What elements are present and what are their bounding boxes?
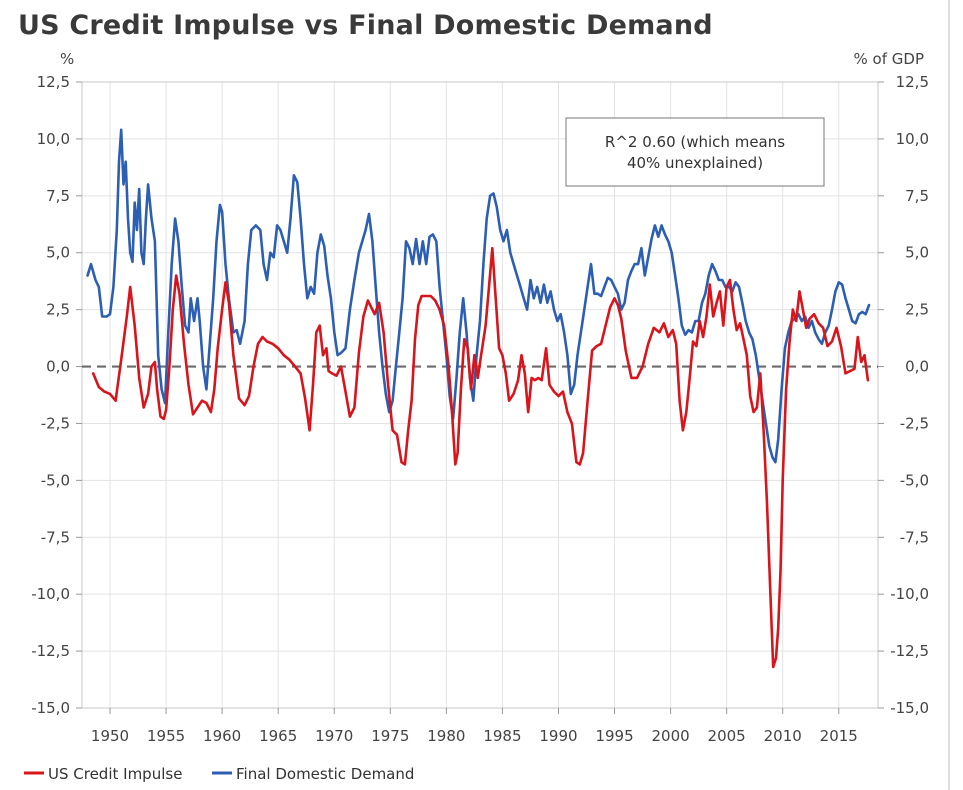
- left-tick-label: -15,0: [31, 699, 70, 717]
- x-tick-label: 1975: [371, 727, 409, 745]
- right-axis-unit-label: % of GDP: [854, 50, 924, 68]
- right-tick-label: -7,5: [900, 528, 929, 546]
- left-tick-label: 7,5: [46, 187, 70, 205]
- x-tick-label: 1985: [483, 727, 521, 745]
- x-tick-label: 1955: [147, 727, 185, 745]
- annotation-line-1: R^2 0.60 (which means: [605, 133, 785, 151]
- left-axis-unit-label: %: [60, 50, 74, 68]
- right-tick-label: -15,0: [890, 699, 929, 717]
- x-tick-label: 2000: [651, 727, 689, 745]
- right-tick-label: 12,5: [896, 73, 929, 91]
- left-tick-label: -12,5: [31, 642, 70, 660]
- series-line-credit-impulse: [91, 246, 870, 669]
- x-tick-label: 2005: [708, 727, 746, 745]
- annotation-frame: [565, 117, 825, 187]
- x-tick-label: 1980: [427, 727, 465, 745]
- left-tick-label: 12,5: [37, 73, 70, 91]
- series-group: [86, 128, 871, 669]
- x-tick-label: 1995: [595, 727, 633, 745]
- left-tick-label: -10,0: [31, 585, 70, 603]
- annotation-line-2: 40% unexplained): [627, 154, 763, 172]
- chart-title: US Credit Impulse vs Final Domestic Dema…: [18, 10, 713, 41]
- x-tick-label: 1950: [91, 727, 129, 745]
- right-tick-label: 5,0: [905, 244, 929, 262]
- right-tick-label: 0,0: [905, 358, 929, 376]
- right-tick-label: -12,5: [890, 642, 929, 660]
- left-tick-label: 0,0: [46, 358, 70, 376]
- left-tick-label: 2,5: [46, 301, 70, 319]
- plot-area-frame: [81, 81, 879, 709]
- right-tick-label: -10,0: [890, 585, 929, 603]
- series-line-final-domestic-demand: [86, 128, 871, 464]
- right-tick-label: -5,0: [900, 471, 929, 489]
- x-tick-label: 1970: [315, 727, 353, 745]
- legend-label-credit-impulse: US Credit Impulse: [48, 765, 182, 783]
- legend: US Credit Impulse Final Domestic Demand: [24, 765, 414, 783]
- left-tick-label: 5,0: [46, 244, 70, 262]
- x-tick-label: 1960: [203, 727, 241, 745]
- left-tick-label: -2,5: [41, 414, 70, 432]
- x-axis: 1950 1955 1960 1965 1970 1975 1980 1985 1990 1995…: [91, 708, 858, 745]
- right-tick-label: 7,5: [905, 187, 929, 205]
- right-axis: 12,5 10,0 7,5 5,0 2,5 0,0 -2,5 -5,0 -7,5 -10,0 -12…: [878, 73, 929, 717]
- x-tick-label: 2010: [764, 727, 802, 745]
- left-tick-label: 10,0: [37, 130, 70, 148]
- left-tick-label: -7,5: [41, 528, 70, 546]
- annotation-box: R^2 0.60 (which means 40% unexplained): [565, 117, 825, 187]
- x-tick-label: 1990: [539, 727, 577, 745]
- left-axis: 12,5 10,0 7,5 5,0 2,5 0,0 -2,5 -5,0 -7,5 -10,0 -12…: [31, 73, 82, 717]
- x-tick-label: 2015: [820, 727, 858, 745]
- x-tick-label: 1965: [259, 727, 297, 745]
- grid: [82, 81, 878, 709]
- left-tick-label: -5,0: [41, 471, 70, 489]
- right-tick-label: 2,5: [905, 301, 929, 319]
- right-tick-label: -2,5: [900, 414, 929, 432]
- right-tick-label: 10,0: [896, 130, 929, 148]
- legend-label-final-domestic-demand: Final Domestic Demand: [236, 765, 414, 783]
